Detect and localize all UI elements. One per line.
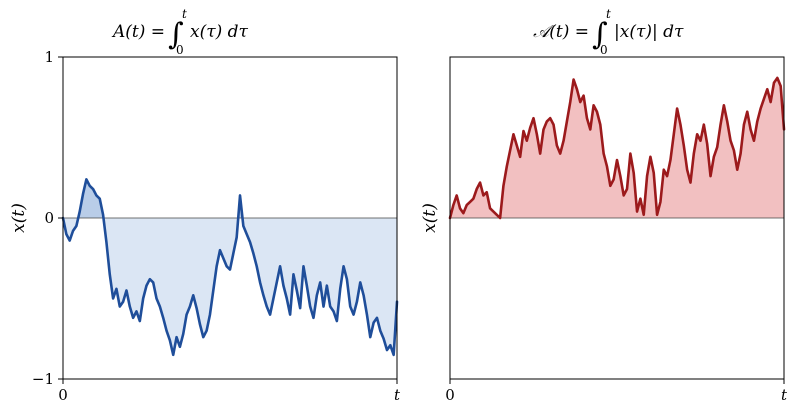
left-ytick-label-1: 1 (44, 48, 54, 66)
left-panel: 1 0 −1 0 t x(t) A(t) = ∫ t 0 x(τ) dτ (9, 7, 401, 404)
left-xtick-label-t: t (394, 386, 401, 404)
left-ylabel: x(t) (9, 203, 29, 233)
right-plot-area (448, 76, 786, 220)
right-xtick-label-t: t (781, 386, 788, 404)
right-title-integrand: |x(τ)| dτ (614, 22, 684, 42)
left-title-upper: t (182, 7, 187, 21)
right-xtick-label-0: 0 (445, 386, 455, 404)
right-area-fill (450, 77, 784, 219)
left-plot-area (61, 178, 399, 357)
left-title-integral: ∫ (168, 17, 184, 52)
right-series-line (448, 76, 786, 220)
left-area-fill-positive (63, 179, 397, 218)
left-title-main: A(t) = (111, 22, 165, 42)
right-title-integral: ∫ (592, 17, 608, 52)
right-title: 𝒜(t) = ∫ t 0 |x(τ)| dτ (533, 7, 684, 57)
left-title-integrand: x(τ) dτ (190, 22, 249, 42)
right-title-upper: t (606, 7, 611, 21)
left-series-line (61, 178, 399, 357)
left-title-lower: 0 (176, 43, 184, 57)
right-title-main: 𝒜(t) = (533, 22, 589, 42)
left-ytick-label-neg1: −1 (32, 370, 54, 388)
right-panel: 0 t x(t) 𝒜(t) = ∫ t 0 |x(τ)| dτ (420, 7, 788, 404)
right-ylabel: x(t) (420, 203, 440, 233)
right-axes-frame (449, 56, 785, 380)
left-ytick-label-0: 0 (44, 209, 54, 227)
left-title: A(t) = ∫ t 0 x(τ) dτ (111, 7, 249, 57)
right-title-lower: 0 (600, 43, 608, 57)
left-xtick-label-0: 0 (58, 386, 68, 404)
